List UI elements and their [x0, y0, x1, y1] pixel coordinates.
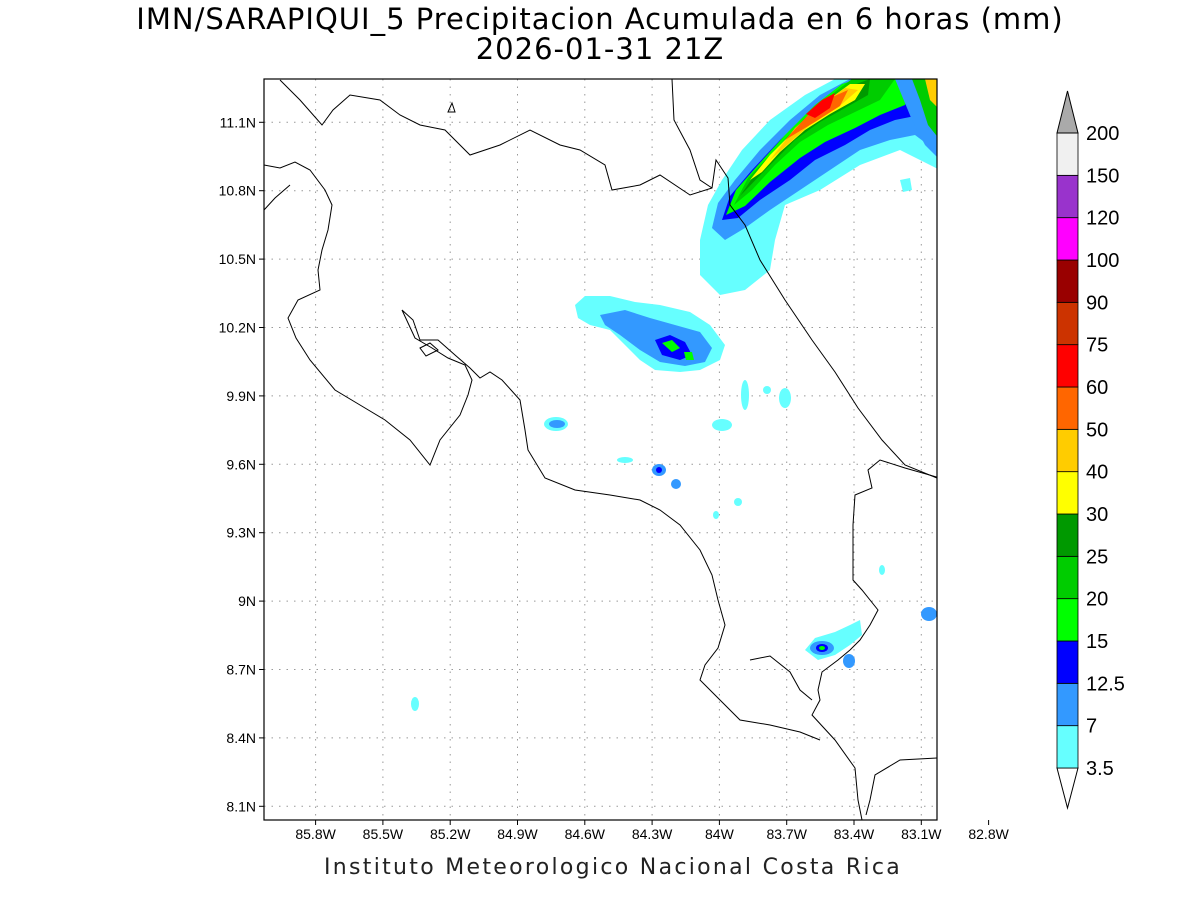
legend-level-label: 20 — [1086, 589, 1108, 611]
legend-level-label: 60 — [1086, 377, 1108, 399]
legend-color-box — [1056, 301, 1079, 346]
legend-color-box — [1056, 682, 1079, 727]
lat-tick-label: 9.6N — [226, 456, 256, 472]
lon-tick-label: 83.7W — [766, 826, 807, 842]
legend-color-box — [1056, 513, 1079, 557]
legend-level-label: 25 — [1086, 546, 1108, 568]
lon-tick-label: 83.1W — [901, 826, 942, 842]
legend-color-box — [1056, 132, 1079, 176]
legend-color-box — [1056, 471, 1079, 515]
lat-tick-label: 8.7N — [226, 662, 256, 678]
lon-tick-label: 85.2W — [430, 826, 471, 842]
legend-level-label: 12.5 — [1086, 673, 1125, 695]
legend-level-label: 3.5 — [1086, 758, 1114, 780]
lon-tick-label: 84.3W — [632, 826, 673, 842]
legend-level-label: 90 — [1086, 292, 1108, 314]
lon-tick-label: 84.6W — [565, 826, 606, 842]
legend-color-box — [1056, 259, 1079, 303]
institution-footer: Instituto Meteorologico Nacional Costa R… — [323, 855, 903, 880]
lat-tick-label: 9.9N — [226, 388, 256, 404]
legend-color-box — [1056, 640, 1079, 684]
map-frame — [263, 78, 938, 821]
lat-tick-label: 8.4N — [226, 730, 256, 746]
coastlines — [264, 79, 937, 820]
legend-level-label: 50 — [1086, 419, 1108, 441]
legend-level-label: 75 — [1086, 335, 1108, 357]
precip-cell-south — [411, 565, 937, 711]
legend-level-label: 200 — [1086, 123, 1119, 145]
legend-level-label: 150 — [1086, 165, 1119, 187]
precip-cell-central — [544, 296, 791, 519]
legend-color-box — [1056, 386, 1079, 430]
lat-tick-label: 9N — [238, 593, 256, 609]
legend-color-box — [1056, 725, 1079, 769]
color-legend: 3.5 7 12.5 15 20 25 30 40 50 60 75 90 100 120 150 200 — [1056, 90, 1125, 810]
lat-tick-label: 11.1N — [220, 114, 256, 130]
borders — [264, 184, 291, 211]
lon-tick-label: 84W — [705, 826, 735, 842]
legend-color-box — [1056, 555, 1079, 600]
lat-tick-label: 10.5N — [219, 251, 256, 267]
lon-tick-label: 85.8W — [295, 826, 336, 842]
map-area — [264, 79, 937, 820]
legend-color-box — [1056, 344, 1079, 388]
legend-color-box — [1056, 217, 1079, 261]
legend-level-label: 120 — [1086, 208, 1119, 230]
legend-upper-arrow — [1056, 90, 1079, 134]
lat-tick-label: 10.2N — [219, 320, 256, 336]
grid-lines — [264, 79, 937, 820]
legend-lower-arrow — [1056, 767, 1079, 810]
legend-color-box — [1056, 598, 1079, 642]
legend-level-label: 15 — [1086, 631, 1108, 653]
map-valid-time: 2026-01-31 21Z — [475, 32, 725, 66]
lat-tick-label: 9.3N — [226, 525, 256, 541]
lon-tick-label: 85.5W — [363, 826, 404, 842]
lon-tick-label: 83.4W — [834, 826, 875, 842]
legend-level-label: 30 — [1086, 504, 1108, 526]
axis-ticks: 85.8W 85.5W 85.2W 84.9W 84.6W 84.3W 84W 83.7W 83… — [219, 114, 1010, 842]
lon-tick-label: 82.8W — [968, 826, 1009, 842]
legend-color-box — [1056, 174, 1079, 219]
legend-color-box — [1056, 428, 1079, 473]
lat-tick-label: 8.1N — [226, 798, 256, 814]
precip-band-northeast — [700, 79, 937, 295]
lat-tick-label: 10.8N — [219, 183, 256, 199]
legend-level-label: 7 — [1086, 716, 1097, 738]
legend-level-label: 40 — [1086, 462, 1108, 484]
legend-level-label: 100 — [1086, 250, 1119, 272]
map-title: IMN/SARAPIQUI_5 Precipitacion Acumulada … — [136, 2, 1064, 36]
lon-tick-label: 84.9W — [497, 826, 538, 842]
